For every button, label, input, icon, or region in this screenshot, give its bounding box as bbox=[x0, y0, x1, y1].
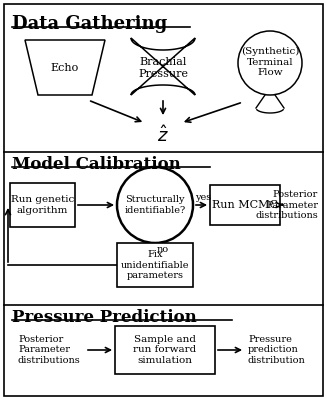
Text: Fix
unidentifiable
parameters: Fix unidentifiable parameters bbox=[121, 250, 189, 280]
Text: $\hat{z}$: $\hat{z}$ bbox=[157, 125, 169, 146]
Text: Posterior
Parameter
distributions: Posterior Parameter distributions bbox=[18, 335, 81, 365]
Text: Sample and
run forward
simulation: Sample and run forward simulation bbox=[133, 335, 197, 365]
Text: Echo: Echo bbox=[51, 63, 79, 73]
Text: Data Gathering: Data Gathering bbox=[12, 15, 167, 33]
Bar bbox=[10, 183, 75, 227]
Text: Run MCMC: Run MCMC bbox=[212, 200, 278, 210]
Text: Pressure
prediction
distribution: Pressure prediction distribution bbox=[248, 335, 306, 365]
Text: no: no bbox=[157, 245, 169, 254]
Text: Brachial
Pressure: Brachial Pressure bbox=[138, 57, 188, 79]
Bar bbox=[115, 326, 215, 374]
Text: yes: yes bbox=[195, 193, 211, 202]
Text: Structurally
identifiable?: Structurally identifiable? bbox=[124, 195, 186, 215]
Text: Posterior
Parameter
distributions: Posterior Parameter distributions bbox=[255, 190, 318, 220]
Bar bbox=[117, 243, 193, 287]
Text: (Synthetic)
Terminal
Flow: (Synthetic) Terminal Flow bbox=[241, 47, 299, 77]
Text: Pressure Prediction: Pressure Prediction bbox=[12, 309, 197, 326]
Text: Model Calibration: Model Calibration bbox=[12, 156, 181, 173]
Bar bbox=[210, 185, 280, 225]
Text: Run genetic
algorithm: Run genetic algorithm bbox=[11, 195, 74, 215]
